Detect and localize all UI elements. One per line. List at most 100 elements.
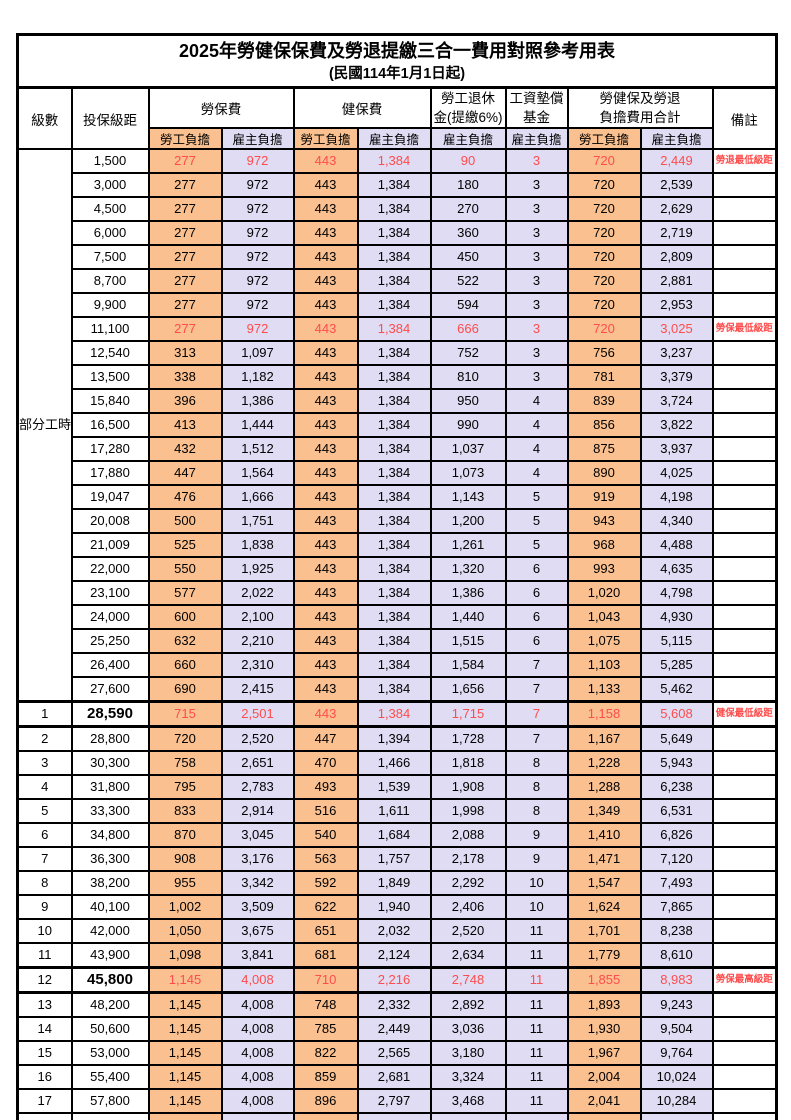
- cell-pension-employer: 1,818: [429, 750, 507, 776]
- table-row: 12 45,800 1,145 4,008 710 2,216 2,748 11 1,855 8,…: [16, 966, 778, 994]
- cell-remark: [711, 292, 778, 318]
- cell-labor-employee: 1,145: [147, 1088, 223, 1114]
- cell-wage-fund-employer: 9: [504, 846, 569, 872]
- table-title-cell: 2025年勞健保保費及勞退提繳三合一費用對照參考用表 (民國114年1月1日起): [16, 33, 778, 89]
- cell-total-employer: 10,609: [639, 1112, 714, 1120]
- cell-health-employee: 443: [292, 628, 359, 654]
- cell-level: 8: [16, 870, 73, 896]
- cell-labor-employee: 277: [147, 244, 223, 270]
- cell-total-employee: 1,167: [566, 725, 642, 752]
- cell-labor-employee: 720: [147, 725, 223, 752]
- cell-pension-employer: 1,320: [429, 556, 507, 582]
- cell-wage-fund-employer: 7: [504, 725, 569, 752]
- cell-labor-employee: 795: [147, 774, 223, 800]
- cell-wage-fund-employer: 5: [504, 532, 569, 558]
- cell-labor-employer: 3,342: [220, 870, 295, 896]
- cell-health-employer: 2,216: [356, 966, 432, 994]
- cell-total-employee: 2,088: [566, 1112, 642, 1120]
- page-subtitle: (民國114年1月1日起): [328, 66, 466, 82]
- cell-health-employee: 443: [292, 268, 359, 294]
- cell-total-employer: 9,504: [639, 1016, 714, 1042]
- cell-wage-fund-employer: 8: [504, 750, 569, 776]
- cell-level: 12: [16, 966, 73, 994]
- cell-bracket: 50,600: [70, 1016, 150, 1042]
- table-row: 15,840 396 1,386 443 1,384 950 4 839 3,724: [18, 388, 778, 414]
- cell-labor-employer: 2,914: [220, 798, 295, 824]
- cell-remark: [711, 196, 778, 222]
- cell-level: 13: [16, 991, 73, 1018]
- cell-labor-employee: 1,145: [147, 991, 223, 1018]
- cell-wage-fund-employer: 6: [504, 556, 569, 582]
- cell-labor-employee: 660: [147, 652, 223, 678]
- cell-total-employer: 10,284: [639, 1088, 714, 1114]
- cell-wage-fund-employer: 4: [504, 436, 569, 462]
- cell-labor-employee: 525: [147, 532, 223, 558]
- cell-labor-employer: 4,008: [220, 1016, 295, 1042]
- cell-total-employer: 3,237: [639, 340, 714, 366]
- cell-labor-employee: 277: [147, 220, 223, 246]
- cell-total-employer: 3,025: [639, 316, 714, 342]
- page-title: 2025年勞健保保費及勞退提繳三合一費用對照參考用表: [179, 41, 616, 61]
- cell-health-employer: 1,757: [356, 846, 432, 872]
- cell-health-employer: 1,384: [356, 436, 432, 462]
- header-pension-line2: 金(提繳6%): [433, 110, 503, 125]
- cell-total-employee: 993: [566, 556, 642, 582]
- cell-labor-employee: 1,145: [147, 1064, 223, 1090]
- cell-pension-employer: 1,440: [429, 604, 507, 630]
- cell-remark: [711, 412, 778, 438]
- cell-labor-employer: 4,008: [220, 1064, 295, 1090]
- cell-bracket: 24,000: [70, 604, 150, 630]
- cell-labor-employer: 2,415: [220, 676, 295, 703]
- cell-total-employee: 1,228: [566, 750, 642, 776]
- cell-labor-employer: 4,008: [220, 991, 295, 1018]
- cell-total-employee: 1,133: [566, 676, 642, 703]
- cell-total-employer: 8,610: [639, 942, 714, 969]
- header-remarks: 備註: [711, 86, 778, 150]
- cell-bracket: 57,800: [70, 1088, 150, 1114]
- table-row: 4 31,800 795 2,783 493 1,539 1,908 8 1,288 6,238: [16, 774, 778, 800]
- cell-total-employee: 856: [566, 412, 642, 438]
- cell-wage-fund-employer: 3: [504, 172, 569, 198]
- cell-labor-employee: 1,002: [147, 894, 223, 920]
- cell-total-employer: 3,822: [639, 412, 714, 438]
- cell-total-employer: 7,120: [639, 846, 714, 872]
- cell-total-employee: 1,855: [566, 966, 642, 994]
- cell-total-employee: 2,004: [566, 1064, 642, 1090]
- cell-health-employer: 2,032: [356, 918, 432, 944]
- cell-total-employer: 5,649: [639, 725, 714, 752]
- cell-total-employee: 1,410: [566, 822, 642, 848]
- cell-level: 2: [16, 725, 73, 752]
- cell-labor-employer: 972: [220, 292, 295, 318]
- cell-bracket: 33,300: [70, 798, 150, 824]
- cell-health-employee: 443: [292, 364, 359, 390]
- cell-total-employee: 781: [566, 364, 642, 390]
- cell-pension-employer: 1,143: [429, 484, 507, 510]
- cell-health-employee: 443: [292, 292, 359, 318]
- table-row: 1 28,590 715 2,501 443 1,384 1,715 7 1,158 5,608 健…: [16, 700, 778, 728]
- cell-health-employer: 2,332: [356, 991, 432, 1018]
- cell-total-employee: 720: [566, 148, 642, 174]
- cell-labor-employer: 1,512: [220, 436, 295, 462]
- cell-remark: [711, 340, 778, 366]
- cell-remark: [711, 580, 778, 606]
- header-wage-fund-line1: 工資墊償: [509, 91, 564, 106]
- cell-bracket: 16,500: [70, 412, 150, 438]
- cell-labor-employer: 4,008: [220, 966, 295, 994]
- cell-bracket: 4,500: [70, 196, 150, 222]
- cell-labor-employer: 1,097: [220, 340, 295, 366]
- cell-wage-fund-employer: 11: [504, 1112, 569, 1120]
- cell-health-employee: 622: [292, 894, 359, 920]
- cell-labor-employee: 1,050: [147, 918, 223, 944]
- cell-wage-fund-employer: 7: [504, 676, 569, 703]
- table-row: 8,700 277 972 443 1,384 522 3 720 2,881: [18, 268, 778, 294]
- cell-wage-fund-employer: 11: [504, 1088, 569, 1114]
- cell-total-employer: 5,943: [639, 750, 714, 776]
- cell-labor-employer: 3,675: [220, 918, 295, 944]
- cell-total-employer: 5,285: [639, 652, 714, 678]
- cell-health-employee: 681: [292, 942, 359, 969]
- cell-remark: [711, 1064, 778, 1090]
- cell-pension-employer: 810: [429, 364, 507, 390]
- cell-total-employer: 3,937: [639, 436, 714, 462]
- cell-pension-employer: 752: [429, 340, 507, 366]
- cell-remark: [711, 484, 778, 510]
